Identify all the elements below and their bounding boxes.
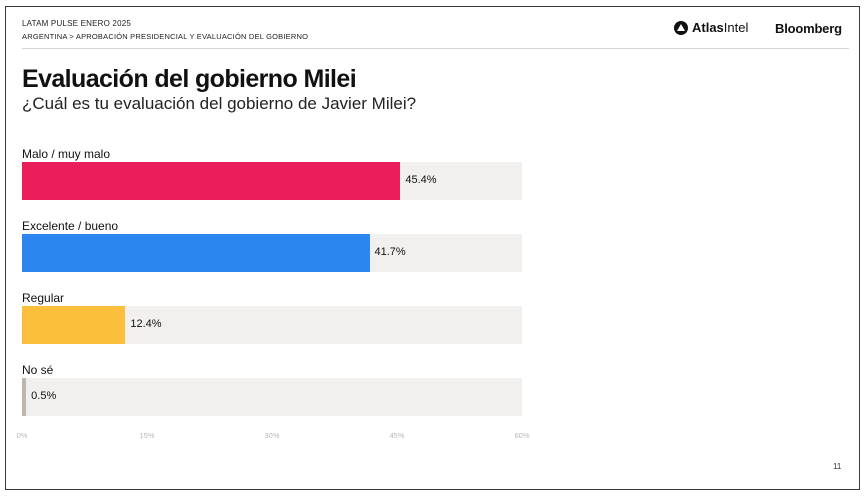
value-label: 41.7% <box>374 246 406 258</box>
value-label: 45.4% <box>405 174 437 186</box>
atlasintel-mark-icon <box>674 20 688 35</box>
x-tick-label: 30% <box>264 431 280 440</box>
x-tick-label: 60% <box>514 431 530 440</box>
x-tick-label: 0% <box>16 431 28 440</box>
bar <box>22 306 126 344</box>
page-title: Evaluación del gobierno Milei <box>22 65 357 93</box>
bar <box>22 162 401 200</box>
value-label: 12.4% <box>130 318 162 330</box>
x-tick-label: 45% <box>389 431 405 440</box>
category-label: No sé <box>22 363 54 377</box>
atlasintel-wordmark: AtlasIntel <box>692 20 749 35</box>
bar-track <box>22 378 522 416</box>
bar <box>22 378 27 416</box>
report-kicker: LATAM PULSE ENERO 2025 <box>22 19 132 28</box>
category-label: Excelente / bueno <box>22 219 119 233</box>
bar <box>22 234 370 272</box>
category-label: Malo / muy malo <box>22 147 111 161</box>
category-label: Regular <box>22 291 65 305</box>
bar-chart: Malo / muy malo 45.4% Excelente / bueno 41.… <box>6 7 861 491</box>
bloomberg-logo: Bloomberg <box>775 21 842 36</box>
page-number: 11 <box>833 462 842 471</box>
header-divider <box>22 48 849 49</box>
atlasintel-logo: AtlasIntel <box>674 20 748 35</box>
x-tick-label: 15% <box>139 431 155 440</box>
value-label: 0.5% <box>31 390 57 402</box>
slide: LATAM PULSE ENERO 2025 ARGENTINA > APROB… <box>5 6 860 490</box>
breadcrumb: ARGENTINA > APROBACIÓN PRESIDENCIAL Y EV… <box>22 32 309 41</box>
page-subtitle: ¿Cuál es tu evaluación del gobierno de J… <box>22 94 417 113</box>
